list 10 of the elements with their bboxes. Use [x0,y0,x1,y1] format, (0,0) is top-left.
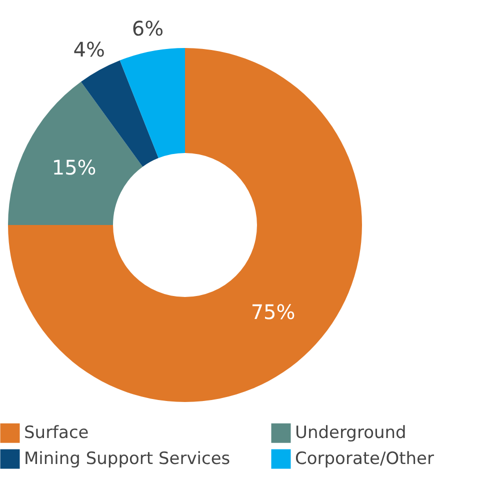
donut-slice [120,48,185,158]
legend-label: Mining Support Services [24,449,230,469]
data-label: 75% [250,300,296,324]
data-label: 15% [52,155,96,180]
data-label: 6% [132,16,164,41]
data-label: 4% [73,38,105,62]
legend-label: Surface [24,423,89,444]
donut-slice [8,82,143,225]
legend-label: Underground [295,423,406,444]
legend-label: Corporate/Other [295,449,434,469]
